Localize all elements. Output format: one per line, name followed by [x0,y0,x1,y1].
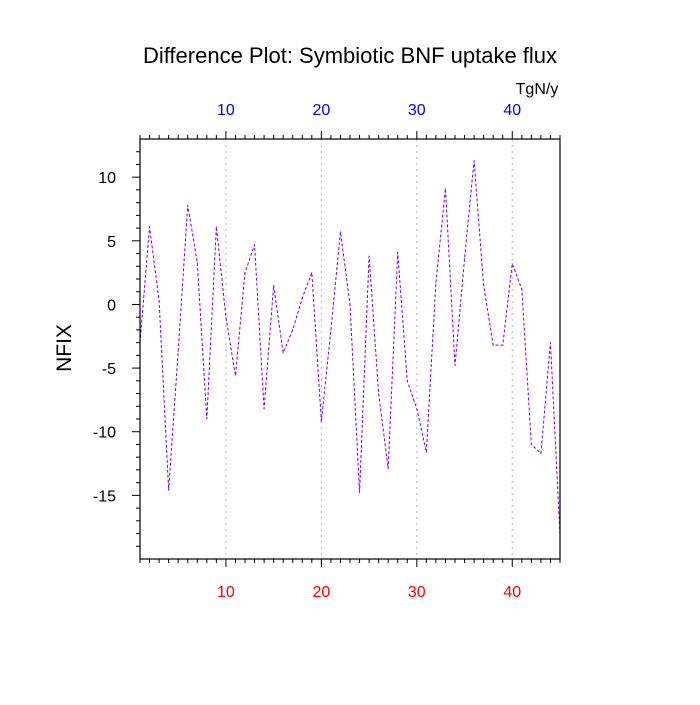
data-point-44 [549,342,552,344]
data-point-9 [215,226,217,228]
series-layer [139,160,561,536]
data-point-6 [187,204,189,206]
data-point-21 [330,329,332,331]
x-tick-label-top-30: 30 [408,102,426,119]
data-point-12 [244,272,246,274]
x-tick-label-bottom-40: 40 [503,584,521,601]
data-point-4 [168,489,170,491]
data-point-26 [378,392,380,395]
x-tick-label-top-10: 10 [217,102,235,119]
data-point-43 [540,452,542,454]
data-point-28 [397,251,399,253]
y-tick-label-5: 5 [107,234,116,251]
x-tick-label-bottom-30: 30 [408,584,426,601]
data-point-13 [253,244,256,246]
x-tick-label-top-20: 20 [312,102,330,119]
data-point-5 [177,350,179,353]
data-point-18 [301,297,303,299]
data-point-8 [206,418,208,420]
y-tick-label--15: -15 [93,488,116,505]
data-point-34 [454,364,456,367]
data-point-38 [492,344,494,346]
x-tick-label-top-40: 40 [503,102,521,119]
data-point-17 [292,329,294,331]
data-point-29 [406,380,408,382]
data-point-37 [483,284,485,286]
series-line-0 [139,160,561,535]
data-point-41 [521,288,523,290]
data-point-33 [444,188,447,190]
grid-layer [225,139,513,559]
chart-title: Difference Plot: Symbiotic BNF uptake fl… [143,43,557,68]
y-tick-label--5: -5 [102,361,116,378]
data-point-19 [311,272,313,274]
data-point-31 [425,451,427,453]
x-tick-label-bottom-20: 20 [312,584,330,601]
data-point-3 [158,300,160,302]
y-tick-label--10: -10 [93,425,116,442]
data-point-2 [148,226,151,228]
data-point-7 [196,261,198,264]
data-point-10 [225,316,227,318]
data-point-36 [473,160,475,162]
tick-layer [132,131,561,567]
data-point-25 [368,255,370,257]
data-point-22 [339,231,342,233]
data-point-23 [349,303,351,306]
data-point-42 [530,443,532,446]
data-point-35 [463,258,466,260]
units-label: TgN/y [516,81,559,98]
x-tick-label-bottom-10: 10 [217,584,235,601]
data-point-11 [234,375,237,377]
y-tick-label-0: 0 [107,297,116,314]
data-point-16 [282,352,284,354]
data-point-20 [320,420,322,423]
data-point-32 [435,282,437,284]
y-tick-label-10: 10 [98,170,116,187]
data-point-14 [263,408,265,410]
data-point-40 [511,263,513,265]
data-point-39 [502,344,504,346]
data-point-27 [387,468,389,470]
data-point-24 [358,492,361,494]
label-layer: 10 20 30 40 10 20 30 40 10 5 0 -5 -10 -15 [93,102,521,601]
y-axis-label: NFIX [53,324,76,372]
data-point-30 [416,408,418,410]
data-point-15 [273,284,275,286]
